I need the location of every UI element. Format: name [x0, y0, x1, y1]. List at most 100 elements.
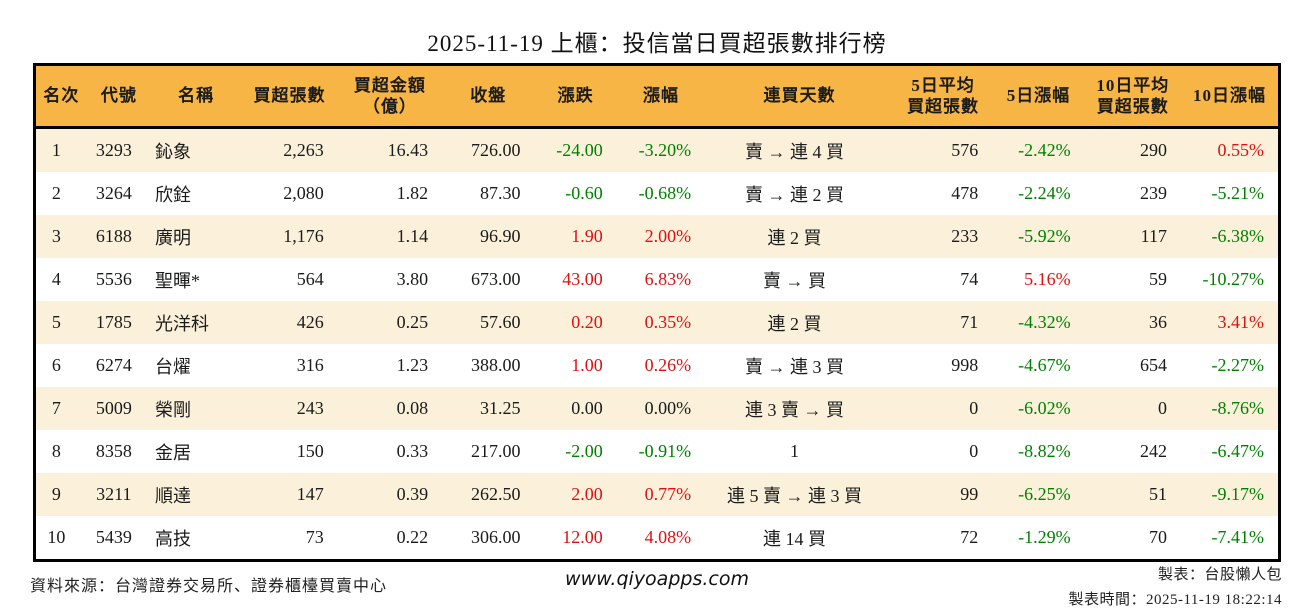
cell-chg10: -5.21% — [1181, 172, 1280, 215]
table-row: 4 5536 聖暉* 564 3.80 673.00 43.00 6.83% 賣 → 買 74 5.… — [34, 258, 1280, 301]
footer-maker: 製表：台股懶人包 — [1157, 567, 1282, 583]
footer-data-source: 資料來源：台灣證券交易所、證券櫃檯買賣中心 — [30, 578, 388, 595]
cell-code: 6188 — [86, 215, 151, 258]
cell-chg5: -2.42% — [992, 127, 1085, 172]
cell-streak: 連 5 賣 → 連 3 買 — [705, 473, 894, 516]
cell-code: 5009 — [86, 387, 151, 430]
cell-rank: 2 — [34, 172, 87, 215]
footer-credits: 製表：台股懶人包 製表時間：2025-11-19 18:22:14 — [1068, 563, 1282, 612]
cell-chg10: -2.27% — [1181, 344, 1280, 387]
cell-close: 673.00 — [442, 258, 535, 301]
cell-rank: 5 — [34, 301, 87, 344]
cell-change: -0.60 — [534, 172, 617, 215]
cell-avg10: 59 — [1084, 258, 1181, 301]
cell-rank: 4 — [34, 258, 87, 301]
cell-rank: 1 — [34, 127, 87, 172]
cell-code: 1785 — [86, 301, 151, 344]
cell-code: 3264 — [86, 172, 151, 215]
cell-name: 欣銓 — [150, 172, 242, 215]
cell-avg10: 70 — [1084, 516, 1181, 561]
cell-name: 金居 — [150, 430, 242, 473]
cell-code: 3293 — [86, 127, 151, 172]
header-rank: 名次 — [34, 64, 87, 129]
cell-close: 57.60 — [442, 301, 535, 344]
cell-streak: 連 2 買 — [705, 215, 894, 258]
cell-name: 聖暉* — [150, 258, 242, 301]
cell-net_buy: 73 — [241, 516, 338, 561]
header-pct: 漲幅 — [616, 64, 706, 129]
cell-change: 0.00 — [534, 387, 617, 430]
cell-rank: 9 — [34, 473, 87, 516]
cell-close: 388.00 — [442, 344, 535, 387]
cell-avg10: 654 — [1084, 344, 1181, 387]
cell-name: 榮剛 — [150, 387, 242, 430]
cell-amount: 0.39 — [337, 473, 443, 516]
cell-avg5: 72 — [893, 516, 993, 561]
cell-close: 262.50 — [442, 473, 535, 516]
cell-pct: -3.20% — [616, 127, 706, 172]
header-name: 名稱 — [150, 64, 242, 129]
header-streak: 連買天數 — [705, 64, 894, 129]
cell-close: 217.00 — [442, 430, 535, 473]
cell-avg5: 233 — [893, 215, 993, 258]
cell-streak: 賣 → 買 — [705, 258, 894, 301]
cell-amount: 0.25 — [337, 301, 443, 344]
cell-chg10: -6.47% — [1181, 430, 1280, 473]
header-code: 代號 — [86, 64, 151, 129]
cell-pct: -0.68% — [616, 172, 706, 215]
cell-avg5: 576 — [893, 127, 993, 172]
cell-streak: 連 3 賣 → 買 — [705, 387, 894, 430]
table-body: 1 3293 鈊象 2,263 16.43 726.00 -24.00 -3.20% 賣 → 連… — [34, 127, 1280, 561]
cell-avg5: 99 — [893, 473, 993, 516]
cell-amount: 1.23 — [337, 344, 443, 387]
table-row: 7 5009 榮剛 243 0.08 31.25 0.00 0.00% 連 3 賣 → 買 0 -6… — [34, 387, 1280, 430]
cell-close: 31.25 — [442, 387, 535, 430]
header-avg5: 5日平均 買超張數 — [893, 64, 993, 129]
cell-pct: 0.35% — [616, 301, 706, 344]
cell-rank: 3 — [34, 215, 87, 258]
cell-code: 3211 — [86, 473, 151, 516]
cell-pct: 0.00% — [616, 387, 706, 430]
cell-change: 12.00 — [534, 516, 617, 561]
cell-streak: 賣 → 連 4 買 — [705, 127, 894, 172]
cell-change: 0.20 — [534, 301, 617, 344]
cell-net_buy: 316 — [241, 344, 338, 387]
cell-avg5: 0 — [893, 387, 993, 430]
cell-amount: 0.22 — [337, 516, 443, 561]
cell-name: 光洋科 — [150, 301, 242, 344]
cell-name: 高技 — [150, 516, 242, 561]
cell-chg5: -5.92% — [992, 215, 1085, 258]
cell-amount: 0.08 — [337, 387, 443, 430]
cell-close: 306.00 — [442, 516, 535, 561]
cell-pct: 2.00% — [616, 215, 706, 258]
cell-change: -2.00 — [534, 430, 617, 473]
cell-chg10: -8.76% — [1181, 387, 1280, 430]
cell-chg5: -4.67% — [992, 344, 1085, 387]
cell-pct: 4.08% — [616, 516, 706, 561]
cell-avg5: 998 — [893, 344, 993, 387]
cell-avg5: 71 — [893, 301, 993, 344]
cell-chg10: -7.41% — [1181, 516, 1280, 561]
cell-net_buy: 147 — [241, 473, 338, 516]
cell-chg5: -1.29% — [992, 516, 1085, 561]
cell-avg5: 478 — [893, 172, 993, 215]
cell-name: 鈊象 — [150, 127, 242, 172]
cell-close: 726.00 — [442, 127, 535, 172]
table-header: 名次 代號 名稱 買超張數 買超金額 （億） 收盤 漲跌 漲幅 連買天數 5日平均 買超張數 5日漲幅 1… — [34, 64, 1280, 129]
cell-chg5: 5.16% — [992, 258, 1085, 301]
table-row: 3 6188 廣明 1,176 1.14 96.90 1.90 2.00% 連 2 買 233 -5… — [34, 215, 1280, 258]
header-chg10: 10日漲幅 — [1181, 64, 1280, 129]
cell-change: -24.00 — [534, 127, 617, 172]
cell-amount: 0.33 — [337, 430, 443, 473]
cell-avg10: 117 — [1084, 215, 1181, 258]
cell-change: 1.90 — [534, 215, 617, 258]
cell-pct: 6.83% — [616, 258, 706, 301]
table-row: 2 3264 欣銓 2,080 1.82 87.30 -0.60 -0.68% 賣 → 連 2 … — [34, 172, 1280, 215]
cell-chg10: -6.38% — [1181, 215, 1280, 258]
cell-rank: 8 — [34, 430, 87, 473]
header-net_buy: 買超張數 — [241, 64, 338, 129]
ranking-table: 名次 代號 名稱 買超張數 買超金額 （億） 收盤 漲跌 漲幅 連買天數 5日平均 買超張數 5日漲幅 1… — [33, 63, 1281, 562]
cell-chg10: 0.55% — [1181, 127, 1280, 172]
cell-amount: 16.43 — [337, 127, 443, 172]
